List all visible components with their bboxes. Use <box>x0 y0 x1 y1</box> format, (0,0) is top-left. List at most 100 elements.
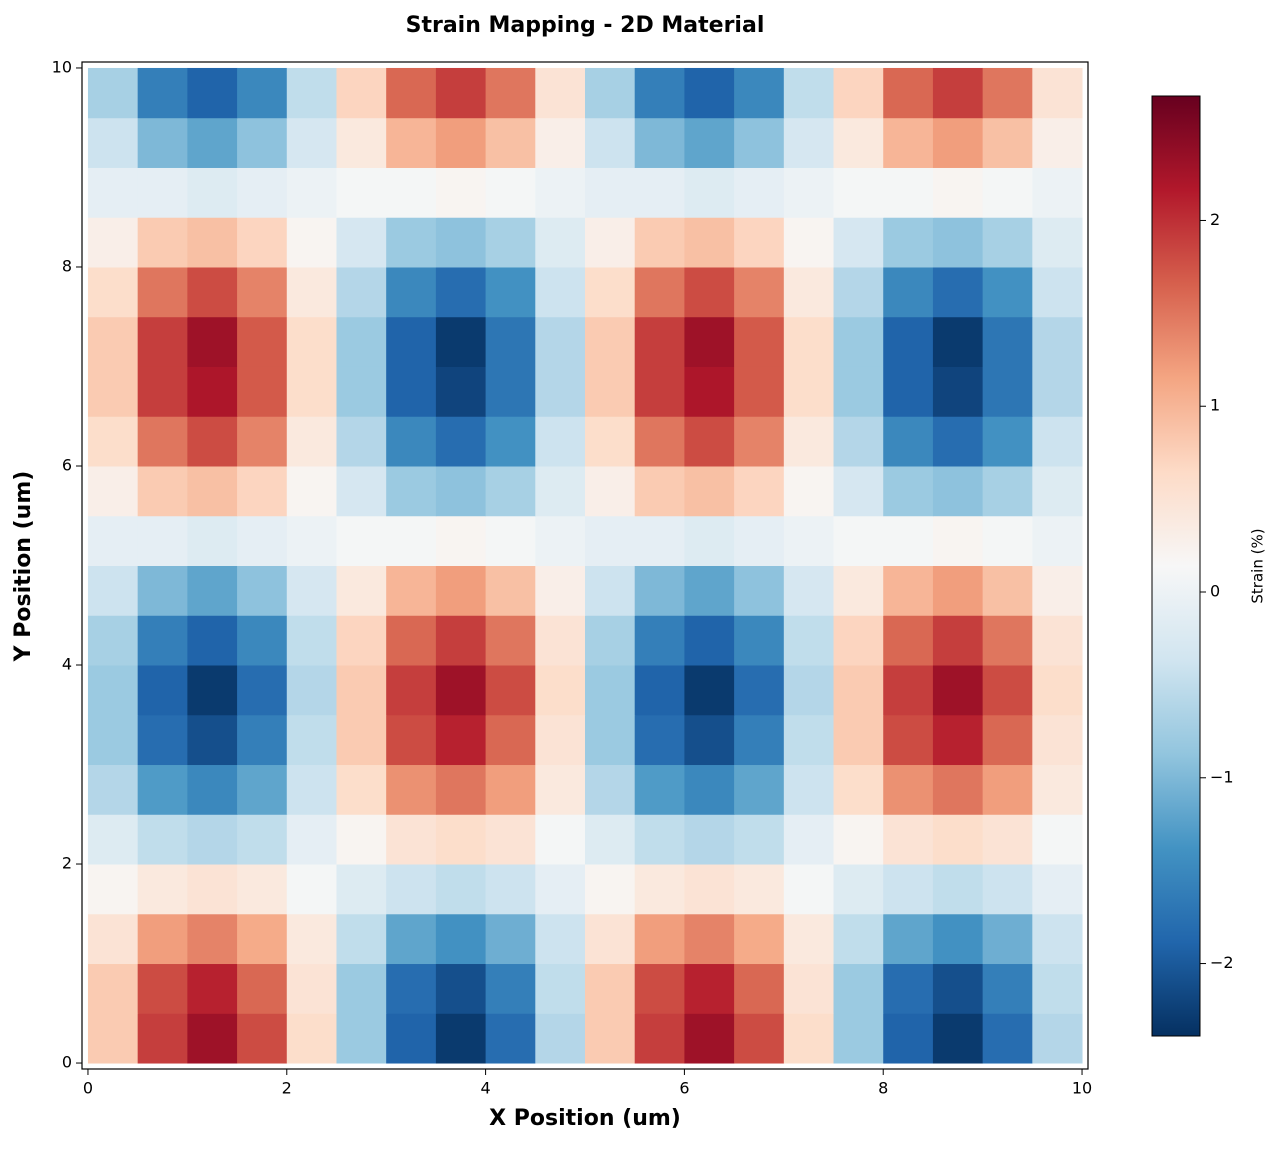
heatmap-cell <box>386 1013 437 1064</box>
heatmap-cell <box>187 714 238 766</box>
heatmap-cell <box>435 913 487 965</box>
heatmap-cell <box>982 1013 1033 1064</box>
heatmap-cell <box>783 67 835 119</box>
heatmap-cell <box>87 615 139 666</box>
heatmap-cell <box>833 963 884 1014</box>
chart-title: Strain Mapping - 2D Material <box>406 13 765 38</box>
heatmap-cell <box>435 814 487 865</box>
heatmap-cell <box>237 217 288 268</box>
heatmap-cell <box>386 913 437 965</box>
heatmap-cell <box>585 615 636 666</box>
heatmap-cell <box>1032 864 1083 915</box>
heatmap-cell <box>386 217 437 268</box>
x-tick-label: 4 <box>480 1079 490 1098</box>
heatmap-cell <box>585 1013 636 1064</box>
heatmap-cell <box>187 963 238 1014</box>
heatmap-cell <box>1032 167 1083 218</box>
heatmap-cell <box>734 665 785 716</box>
heatmap-cell <box>435 764 487 815</box>
heatmap-cell <box>982 316 1033 367</box>
heatmap-cell <box>585 714 636 766</box>
heatmap-cell <box>833 366 884 417</box>
heatmap-cell <box>435 1013 487 1064</box>
heatmap-cell <box>883 565 934 616</box>
heatmap-cell <box>634 565 685 616</box>
heatmap-cell <box>87 665 139 716</box>
heatmap-cell <box>336 465 387 517</box>
heatmap-cell <box>187 465 238 517</box>
heatmap-cell <box>1032 366 1083 417</box>
heatmap-cell <box>585 963 636 1014</box>
heatmap-cell <box>634 416 685 467</box>
heatmap-cell <box>386 416 437 467</box>
heatmap-cell <box>684 565 735 616</box>
heatmap-cell <box>286 565 337 616</box>
heatmap-cell <box>435 515 487 566</box>
heatmap-cell <box>137 416 188 467</box>
heatmap-cell <box>783 615 835 666</box>
heatmap-cell <box>982 465 1033 517</box>
heatmap-cell <box>684 117 735 168</box>
heatmap-cell <box>87 864 139 915</box>
heatmap-cell <box>435 714 487 766</box>
heatmap-cell <box>634 67 685 119</box>
heatmap-cell <box>833 266 884 318</box>
heatmap-cell <box>237 963 288 1014</box>
heatmap-cell <box>783 565 835 616</box>
heatmap-cell <box>485 217 536 268</box>
heatmap-cell <box>386 316 437 367</box>
heatmap-cell <box>883 665 934 716</box>
heatmap-cell <box>485 963 536 1014</box>
heatmap-cell <box>684 217 735 268</box>
heatmap-cell <box>833 665 884 716</box>
heatmap-cell <box>237 1013 288 1064</box>
heatmap-cell <box>485 266 536 318</box>
heatmap-cell <box>783 266 835 318</box>
heatmap-cell <box>485 864 536 915</box>
heatmap-cell <box>187 913 238 965</box>
heatmap-cell <box>684 714 735 766</box>
heatmap-cell <box>634 316 685 367</box>
heatmap-cell <box>386 963 437 1014</box>
heatmap-cell <box>684 665 735 716</box>
heatmap-cell <box>634 864 685 915</box>
heatmap-cell <box>585 665 636 716</box>
heatmap-cell <box>485 615 536 666</box>
heatmap-cell <box>883 913 934 965</box>
heatmap-cell <box>87 217 139 268</box>
heatmap-cell <box>435 615 487 666</box>
colorbar-label: Strain (%) <box>1249 528 1267 603</box>
heatmap-cell <box>783 366 835 417</box>
heatmap-cell <box>734 764 785 815</box>
heatmap-cell <box>1032 913 1083 965</box>
heatmap-cell <box>585 316 636 367</box>
heatmap-cell <box>783 814 835 865</box>
heatmap-cell <box>137 665 188 716</box>
heatmap-cell <box>982 864 1033 915</box>
heatmap-cell <box>237 515 288 566</box>
heatmap-cell <box>1032 117 1083 168</box>
heatmap-cell <box>1032 814 1083 865</box>
heatmap-cell <box>634 167 685 218</box>
heatmap-cell <box>286 1013 337 1064</box>
heatmap-cell <box>286 316 337 367</box>
heatmap-cell <box>386 665 437 716</box>
heatmap-cell <box>833 316 884 367</box>
heatmap-cell <box>237 615 288 666</box>
heatmap-cell <box>982 615 1033 666</box>
heatmap-cell <box>783 515 835 566</box>
heatmap-cell <box>87 814 139 865</box>
heatmap-cell <box>982 565 1033 616</box>
heatmap-cell <box>386 67 437 119</box>
heatmap-cell <box>783 714 835 766</box>
heatmap-cell <box>237 266 288 318</box>
heatmap-cell <box>982 167 1033 218</box>
heatmap-cell <box>734 217 785 268</box>
heatmap-cell <box>684 764 735 815</box>
heatmap-cell <box>734 416 785 467</box>
heatmap-cell <box>137 814 188 865</box>
heatmap-cell <box>87 714 139 766</box>
heatmap-cell <box>237 764 288 815</box>
heatmap-cell <box>237 913 288 965</box>
